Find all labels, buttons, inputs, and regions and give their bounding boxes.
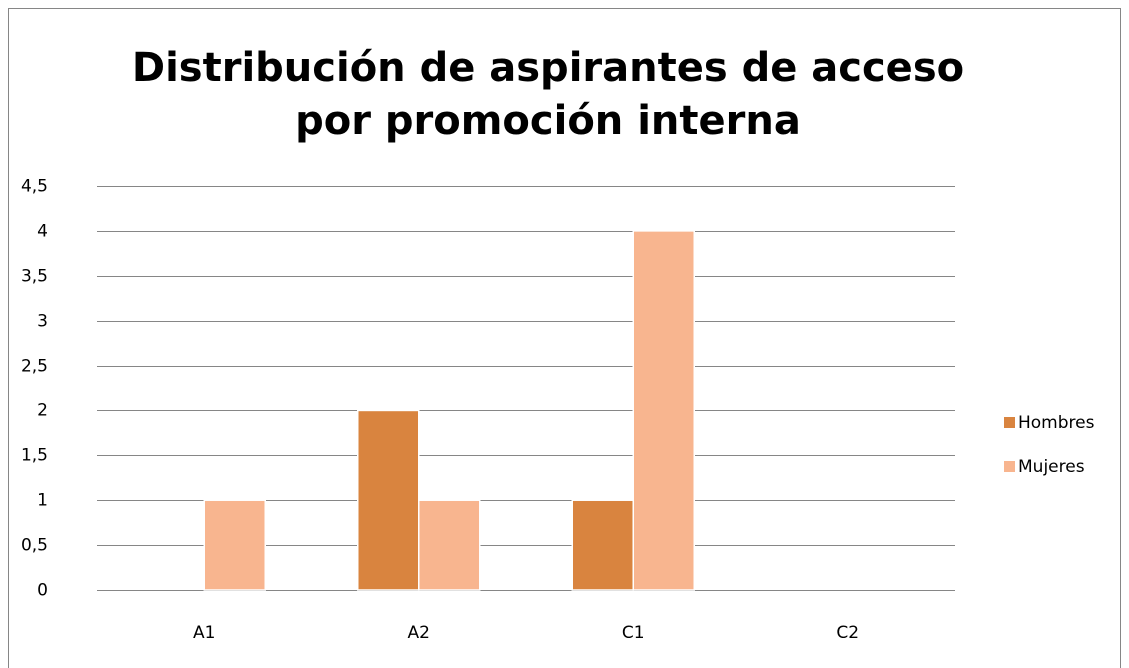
chart-title: Distribución de aspirantes de acceso por… <box>131 45 965 144</box>
x-tick-label: C2 <box>836 623 859 643</box>
y-tick-label: 1 <box>37 491 48 511</box>
y-tick-label: 3 <box>37 312 48 332</box>
y-tick-label: 1,5 <box>21 446 48 466</box>
y-tick-label: 4,5 <box>21 177 48 197</box>
chart-frame <box>8 8 1121 668</box>
bar <box>357 409 420 591</box>
bar <box>203 499 266 591</box>
x-tick-label: A1 <box>193 623 215 643</box>
y-tick-label: 3,5 <box>21 267 48 287</box>
bar <box>632 230 695 591</box>
legend-swatch <box>1004 461 1015 472</box>
y-tick-label: 0 <box>37 581 48 601</box>
legend-label: Hombres <box>1018 413 1095 433</box>
x-tick-label: C1 <box>622 623 645 643</box>
legend-swatch <box>1004 417 1015 428</box>
bar <box>418 499 481 591</box>
x-tick-label: A2 <box>408 623 430 643</box>
bar <box>571 499 634 591</box>
y-tick-label: 2,5 <box>21 357 48 377</box>
y-tick-label: 4 <box>37 222 48 242</box>
y-tick-label: 0,5 <box>21 536 48 556</box>
legend-label: Mujeres <box>1018 457 1085 477</box>
y-tick-label: 2 <box>37 401 48 421</box>
